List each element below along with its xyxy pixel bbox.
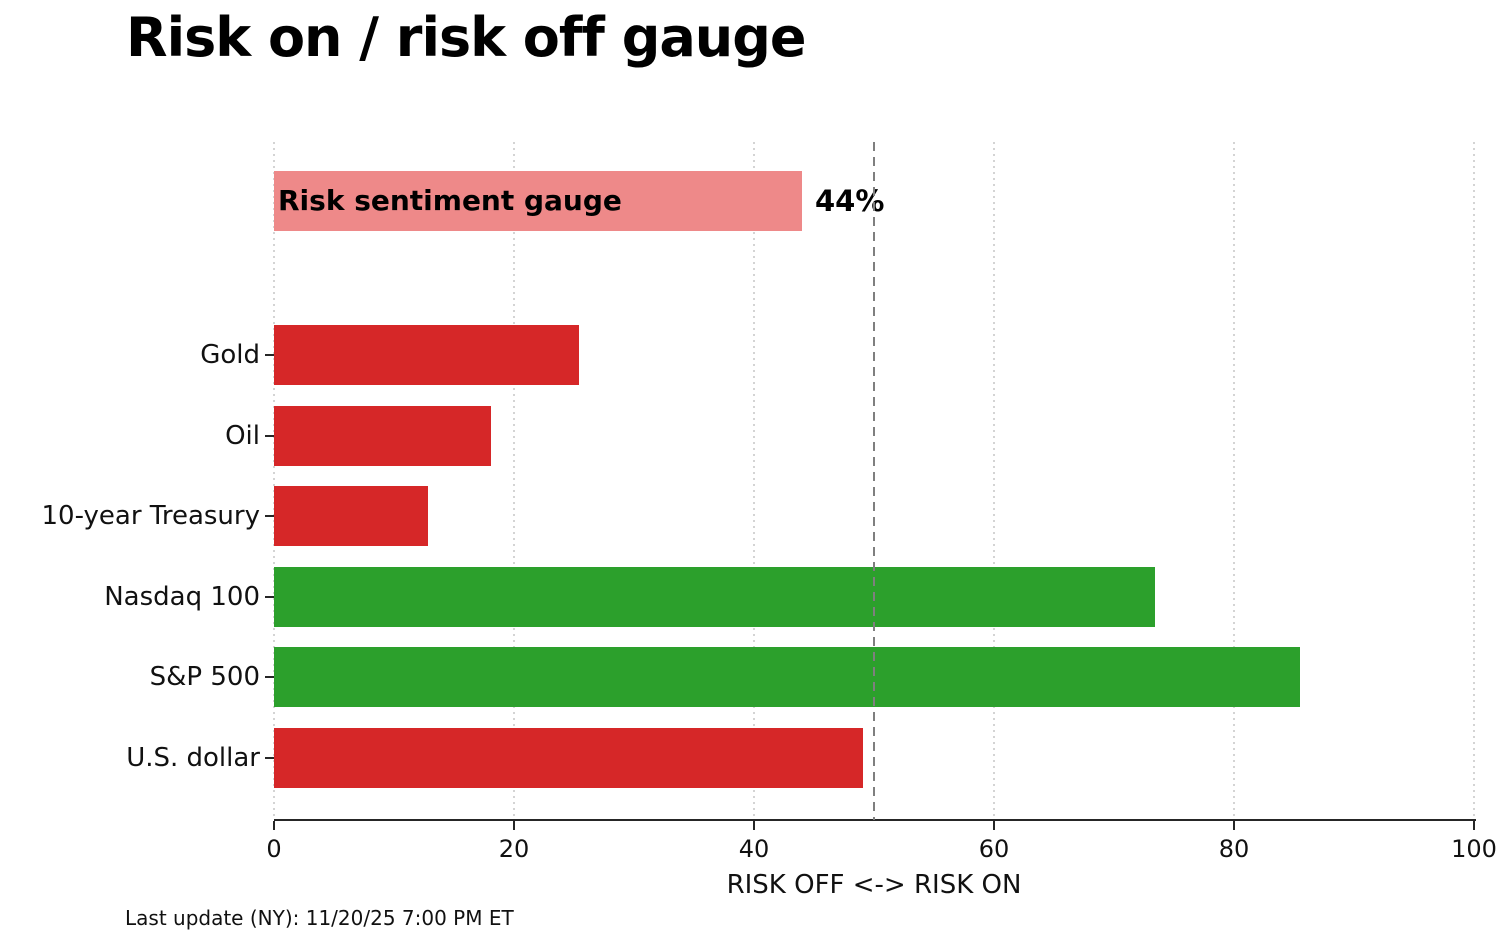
gauge-value-label: 44% (815, 184, 885, 218)
gridline-x0 (273, 142, 275, 820)
bar-nasdaq-100 (274, 566, 1155, 627)
bar-oil (274, 405, 492, 466)
gridline-x80 (1233, 142, 1235, 820)
xticklabel-0: 0 (266, 835, 282, 863)
gridline-x20 (513, 142, 515, 820)
reference-line-50 (873, 142, 875, 820)
ylabel-oil: Oil (225, 420, 260, 451)
xtick-80 (1233, 821, 1235, 830)
xtick-100 (1473, 821, 1475, 830)
bar-risk-sentiment-gauge (274, 171, 802, 231)
xticklabel-40: 40 (738, 835, 770, 863)
gauge-bar-label: Risk sentiment gauge (278, 184, 622, 217)
ylabel-10-year-treasury: 10-year Treasury (41, 501, 261, 532)
xtick-40 (753, 821, 755, 830)
xticklabel-20: 20 (498, 835, 530, 863)
ytick-s-p-500 (265, 676, 274, 679)
bar-10-year-treasury (274, 486, 428, 547)
x-axis-line (274, 819, 1476, 821)
xticklabel-60: 60 (978, 835, 1010, 863)
ytick-10-year-treasury (265, 515, 274, 518)
xtick-20 (513, 821, 515, 830)
xtick-0 (273, 821, 275, 830)
ytick-nasdaq-100 (265, 595, 274, 598)
ylabel-nasdaq-100: Nasdaq 100 (104, 581, 260, 612)
last-update-note: Last update (NY): 11/20/25 7:00 PM ET (125, 906, 514, 930)
x-axis-label: RISK OFF <-> RISK ON (726, 870, 1022, 900)
ytick-oil (265, 434, 274, 437)
gridline-x60 (993, 142, 995, 820)
bar-s-p-500 (274, 647, 1300, 708)
xtick-60 (993, 821, 995, 830)
xticklabel-80: 80 (1218, 835, 1250, 863)
ylabel-gold: Gold (200, 340, 260, 370)
xticklabel-100: 100 (1451, 835, 1497, 863)
ylabel-u-s-dollar: U.S. dollar (126, 743, 260, 773)
gridline-x40 (753, 142, 755, 820)
bar-gold (274, 325, 579, 385)
ytick-gold (265, 354, 274, 356)
ylabel-s-p-500: S&P 500 (149, 662, 260, 693)
page-title: Risk on / risk off gauge (126, 6, 807, 69)
gridline-x100 (1473, 142, 1475, 820)
ytick-u-s-dollar (265, 757, 274, 759)
bar-u-s-dollar (274, 728, 864, 788)
